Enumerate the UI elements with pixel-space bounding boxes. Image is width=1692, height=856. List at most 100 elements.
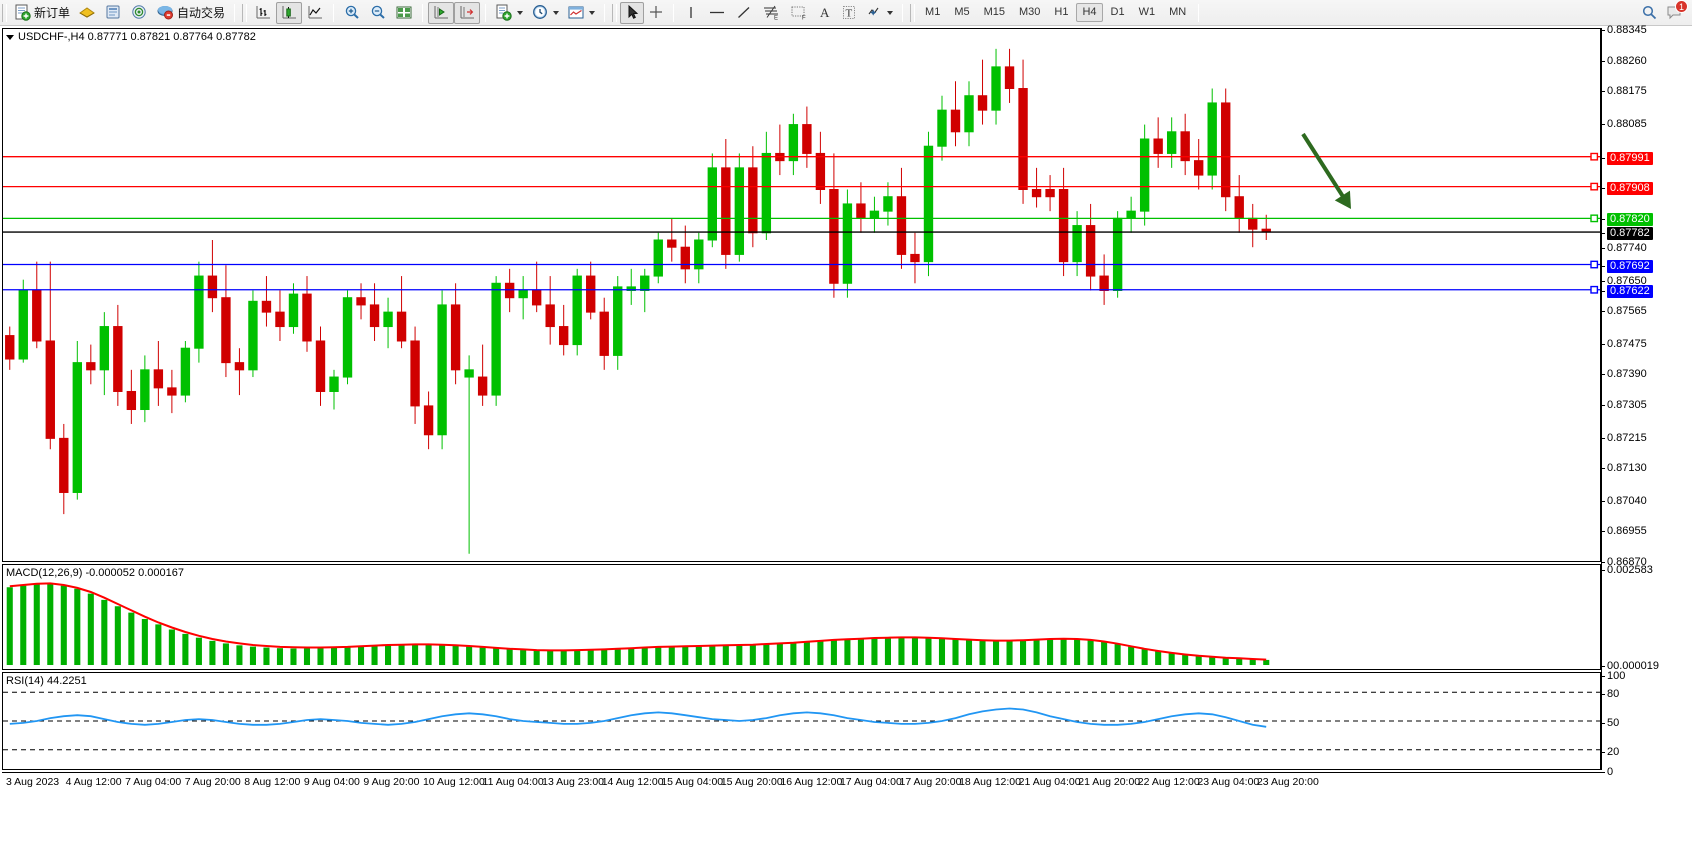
- price-axis[interactable]: 0.88345 0.88260 0.88175 0.88085 0.87991 0.879…: [1601, 24, 1692, 778]
- tick-mark: [1601, 562, 1605, 563]
- timeframe-grip[interactable]: [910, 3, 916, 22]
- drawing-tools-grip[interactable]: [612, 3, 618, 22]
- indicators-button[interactable]: [491, 2, 527, 24]
- tick-value: 0.87820: [1607, 213, 1653, 227]
- messages-button[interactable]: 1: [1666, 0, 1688, 21]
- bar-chart-icon: [256, 6, 271, 19]
- period-button[interactable]: [527, 2, 563, 24]
- tick-value: 0.87390: [1607, 368, 1647, 381]
- channel-button[interactable]: F: [785, 2, 813, 24]
- price-tick-0.87130: 0.87130: [1601, 462, 1692, 475]
- time-axis[interactable]: 3 Aug 2023 4 Aug 12:00 7 Aug 04:00 7 Aug 20…: [2, 772, 1601, 794]
- macd-pane[interactable]: MACD(12,26,9) -0.000052 0.000167: [2, 564, 1601, 670]
- text-label-button[interactable]: T: [837, 2, 861, 24]
- bar-chart-button[interactable]: [250, 2, 276, 24]
- price-plot[interactable]: USDCHF-,H4 0.87771 0.87821 0.87764 0.877…: [3, 29, 1600, 561]
- rsi-pane[interactable]: RSI(14) 44.2251: [2, 672, 1601, 770]
- timeframe-m15[interactable]: M15: [983, 6, 1005, 18]
- tick-mark: [1601, 290, 1605, 292]
- navigator-button[interactable]: [100, 2, 126, 24]
- objects-button[interactable]: [861, 2, 897, 24]
- tick-value: 0.87475: [1607, 337, 1647, 350]
- tick-mark: [1601, 437, 1605, 439]
- resistance-level-1-label[interactable]: 0.87991: [1601, 151, 1692, 165]
- grid-icon: [396, 6, 412, 19]
- zoom-out-icon: [371, 5, 385, 19]
- tick-mark: [1601, 248, 1605, 250]
- toolbar-grip[interactable]: [2, 3, 7, 22]
- tick-value: 0.87565: [1607, 305, 1647, 318]
- timeframe-h4[interactable]: H4: [1076, 3, 1103, 22]
- tick-mark: [1601, 676, 1605, 677]
- timeframe-bar: M1 M5 M15 M30 H1 H4 D1 W1 MN: [918, 3, 1193, 22]
- rsi-label: RSI(14) 44.2251: [6, 675, 87, 687]
- navigator-icon: [106, 5, 120, 19]
- hline-icon: [710, 11, 725, 14]
- line-chart-button[interactable]: [302, 2, 328, 24]
- timeframe-m5[interactable]: M5: [954, 6, 970, 18]
- vertical-line-button[interactable]: [679, 2, 703, 24]
- blue-level-2-label[interactable]: 0.87622: [1601, 284, 1692, 298]
- zoom-in-button[interactable]: [339, 2, 365, 24]
- timeframe-w1[interactable]: W1: [1138, 6, 1156, 18]
- shift-end-button[interactable]: [428, 1, 455, 24]
- auto-trading-button[interactable]: 自动交易: [152, 2, 229, 24]
- period-icon: [533, 5, 547, 19]
- period-dropdown-arrow[interactable]: [553, 10, 560, 15]
- grid-button[interactable]: [391, 2, 417, 24]
- rsi-overlay: [3, 691, 1600, 751]
- timeframe-mn[interactable]: MN: [1169, 6, 1187, 18]
- rsi-axis-20: 20: [1601, 746, 1692, 759]
- time-label: 10 Aug 12:00: [422, 776, 485, 788]
- trendline-button[interactable]: [731, 2, 757, 24]
- timeframe-m30[interactable]: M30: [1019, 6, 1041, 18]
- zoom-in-icon: [345, 5, 359, 19]
- data-window-button[interactable]: [74, 2, 100, 24]
- timeframe-h1[interactable]: H1: [1054, 6, 1069, 18]
- time-label: 16 Aug 12:00: [780, 776, 843, 788]
- horizontal-line-button[interactable]: [703, 2, 731, 24]
- templates-dropdown-arrow[interactable]: [589, 10, 596, 15]
- time-label: 17 Aug 04:00: [839, 776, 902, 788]
- bid-price-label-label[interactable]: 0.87782: [1601, 227, 1692, 241]
- macd-plot[interactable]: MACD(12,26,9) -0.000052 0.000167: [3, 565, 1600, 669]
- chart-type-grip[interactable]: [242, 3, 248, 22]
- indicators-dropdown-arrow[interactable]: [517, 10, 524, 15]
- toolbar-separator-3: [422, 3, 424, 22]
- timeframe-m1[interactable]: M1: [925, 6, 941, 18]
- zoom-out-button[interactable]: [365, 2, 391, 24]
- terminal-button[interactable]: [126, 2, 152, 24]
- templates-button[interactable]: [563, 2, 599, 24]
- price-overlay: [3, 48, 1600, 554]
- price-tick-0.87565: 0.87565: [1601, 305, 1692, 318]
- new-order-button[interactable]: 新订单: [10, 2, 74, 24]
- auto-scroll-button[interactable]: [454, 1, 481, 24]
- search-button[interactable]: [1641, 4, 1658, 21]
- candlestick-icon: [282, 6, 297, 19]
- objects-dropdown-arrow[interactable]: [887, 10, 894, 15]
- blue-level-1-label[interactable]: 0.87692: [1601, 259, 1692, 273]
- svg-text:A: A: [820, 5, 830, 20]
- rsi-plot[interactable]: RSI(14) 44.2251: [3, 673, 1600, 769]
- timeframe-d1[interactable]: D1: [1110, 6, 1125, 18]
- crosshair-button[interactable]: [644, 2, 668, 24]
- candlestick-button[interactable]: [276, 1, 303, 24]
- tick-value: 20: [1607, 746, 1620, 759]
- toolbar-right-group: 1: [1641, 0, 1692, 21]
- chart-dropdown-icon[interactable]: [6, 34, 14, 40]
- price-pane[interactable]: USDCHF-,H4 0.87771 0.87821 0.87764 0.877…: [2, 28, 1601, 562]
- tick-mark: [1601, 693, 1605, 695]
- tick-value: 0.87305: [1607, 399, 1647, 412]
- cursor-button[interactable]: [620, 1, 645, 24]
- fibonacci-button[interactable]: E: [757, 2, 785, 24]
- resistance-level-2-label[interactable]: 0.87908: [1601, 181, 1692, 195]
- text-button[interactable]: A: [813, 2, 837, 24]
- support-level-1-label[interactable]: 0.87820: [1601, 213, 1692, 227]
- cursor-icon: [628, 4, 639, 19]
- trendline-icon: [738, 7, 750, 18]
- macd-label: MACD(12,26,9) -0.000052 0.000167: [6, 567, 184, 579]
- new-order-icon: [15, 4, 31, 21]
- price-tick-0.88345: 0.88345: [1601, 24, 1692, 37]
- tick-value: 0.87622: [1607, 284, 1653, 298]
- toolbar-separator-1: [234, 3, 236, 22]
